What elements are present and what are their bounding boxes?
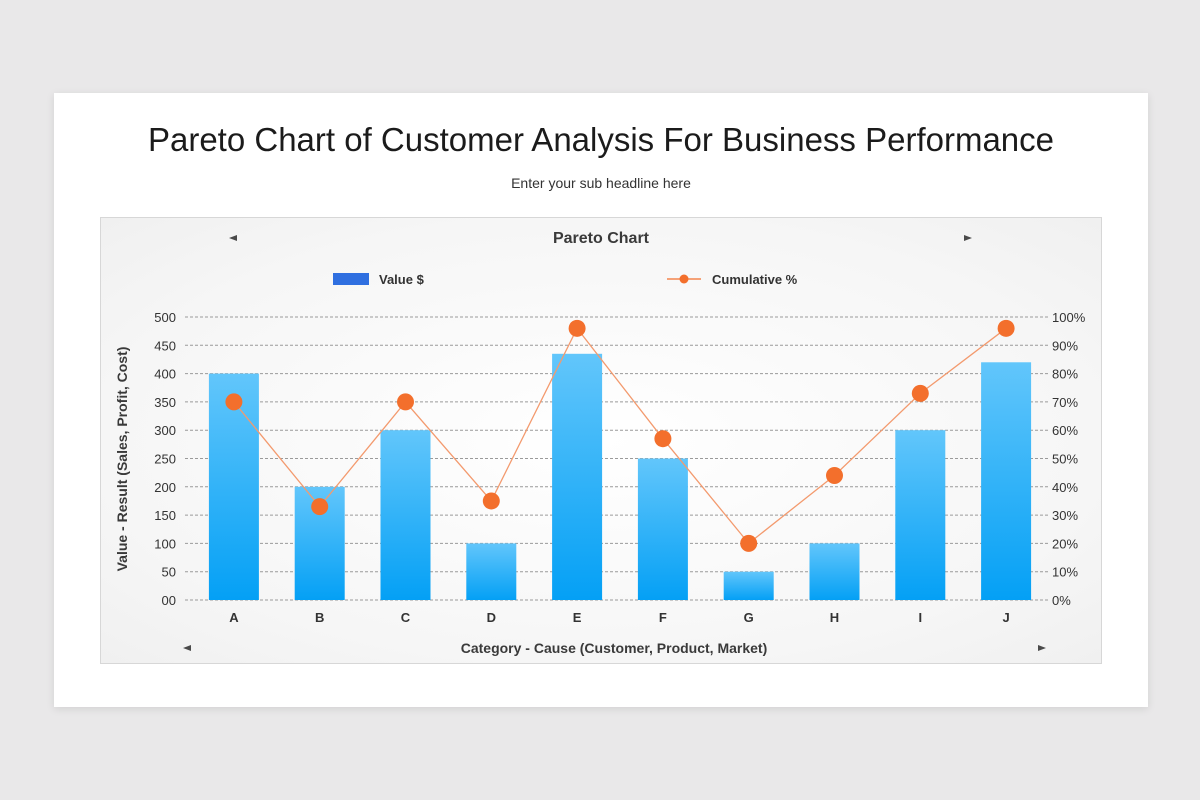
legend-label-value: Value $ xyxy=(379,272,425,287)
cumulative-point-A xyxy=(225,393,243,411)
cumulative-point-J xyxy=(997,319,1015,337)
bar-E xyxy=(552,353,603,600)
x-tick-label: G xyxy=(744,610,754,625)
bar-D xyxy=(466,543,517,600)
chart-panel: Pareto Chart Value $ Cumulative % 00 50 10… xyxy=(100,217,1102,664)
y-tick-label: 50 xyxy=(162,565,176,580)
y-tick-label: 00 xyxy=(162,593,176,608)
bar-G xyxy=(723,571,774,600)
y2-tick-label: 0% xyxy=(1052,593,1071,608)
y-tick-label: 100 xyxy=(154,536,176,551)
bar-I xyxy=(895,430,946,600)
x-tick-label: I xyxy=(918,610,922,625)
legend: Value $ Cumulative % xyxy=(333,272,798,287)
cumulative-line xyxy=(233,327,1007,545)
bar-F xyxy=(637,458,688,600)
page-subtitle: Enter your sub headline here xyxy=(511,175,691,191)
bar-J xyxy=(981,362,1032,600)
y-tick-label: 250 xyxy=(154,452,176,467)
y-tick-label: 400 xyxy=(154,367,176,382)
y-tick-label: 150 xyxy=(154,508,176,523)
x-tick-label: F xyxy=(659,610,667,625)
x-tick-label: E xyxy=(573,610,582,625)
y-tick-label: 450 xyxy=(154,338,176,353)
page-title: Pareto Chart of Customer Analysis For Bu… xyxy=(147,121,1055,158)
y2-tick-label: 70% xyxy=(1052,395,1078,410)
y-tick-label: 350 xyxy=(154,395,176,410)
cumulative-point-E xyxy=(568,319,586,337)
x-tick-label: C xyxy=(401,610,411,625)
x-tick-label: D xyxy=(487,610,496,625)
legend-swatch-marker xyxy=(679,274,689,284)
y2-tick-label: 30% xyxy=(1052,508,1078,523)
y2-tick-label: 40% xyxy=(1052,480,1078,495)
chart-title: Pareto Chart xyxy=(553,230,650,247)
cumulative-point-H xyxy=(826,466,843,484)
y2-axis-ticks: 0% 10% 20% 30% 40% 50% 60% 70% 80% 90% 100% xyxy=(1052,310,1086,608)
y-axis-ticks: 00 50 100 150 200 250 300 350 400 450 500 xyxy=(154,310,176,608)
y2-tick-label: 80% xyxy=(1052,367,1078,382)
bar-C xyxy=(380,430,431,600)
y2-tick-label: 20% xyxy=(1052,536,1078,551)
pareto-chart: Pareto Chart Value $ Cumulative % 00 50 10… xyxy=(114,230,1086,656)
bar-series xyxy=(208,353,1032,600)
x-tick-label: B xyxy=(315,610,324,625)
x-tick-label: H xyxy=(830,610,839,625)
x-tick-label: J xyxy=(1002,610,1009,625)
x-axis-ticks: A B C D E F G H I J xyxy=(229,610,1010,625)
bar-H xyxy=(809,543,860,600)
cumulative-line-series xyxy=(225,319,1015,552)
x-axis-label: Category - Cause (Customer, Product, Mar… xyxy=(461,640,768,656)
cumulative-point-C xyxy=(397,393,414,411)
y2-tick-label: 100% xyxy=(1052,310,1086,325)
x-tick-label: A xyxy=(229,610,239,625)
title-arrows xyxy=(229,235,972,241)
slide: Pareto Chart of Customer Analysis For Bu… xyxy=(54,93,1148,707)
legend-swatch-value xyxy=(333,273,369,285)
legend-label-cumulative: Cumulative % xyxy=(712,272,798,287)
y2-tick-label: 90% xyxy=(1052,338,1078,353)
cumulative-point-D xyxy=(482,492,500,510)
y-tick-label: 200 xyxy=(154,480,176,495)
cumulative-point-F xyxy=(654,430,672,448)
y-tick-label: 300 xyxy=(154,423,176,438)
cumulative-point-G xyxy=(740,534,758,552)
y2-tick-label: 10% xyxy=(1052,565,1078,580)
cumulative-point-B xyxy=(311,498,329,516)
y2-tick-label: 50% xyxy=(1052,452,1078,467)
bar-A xyxy=(208,373,259,600)
xlabel-arrows xyxy=(183,645,1046,651)
cumulative-point-I xyxy=(911,384,929,402)
y-axis-label: Value - Result (Sales, Profit, Cost) xyxy=(114,347,130,572)
y-tick-label: 500 xyxy=(154,310,176,325)
y2-tick-label: 60% xyxy=(1052,423,1078,438)
